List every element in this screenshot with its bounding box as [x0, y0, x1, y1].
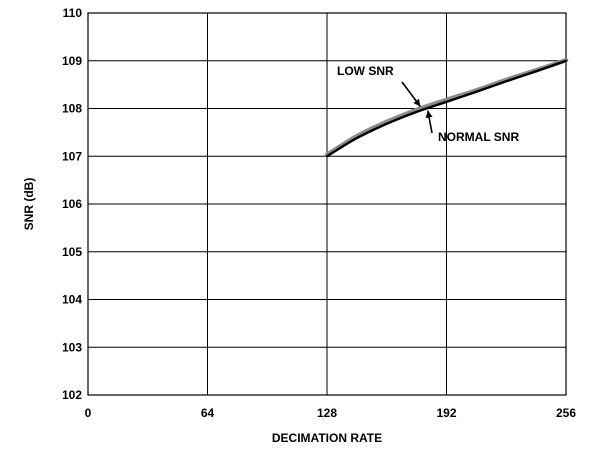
x-tick-labels: 0 64 128 192 256: [85, 406, 577, 420]
y-tick-label: 103: [62, 340, 82, 354]
x-tick-label: 64: [201, 406, 215, 420]
series-layer: [324, 58, 569, 158]
normal-snr-arrowhead: [425, 110, 433, 119]
x-tick-label: 128: [317, 406, 337, 420]
y-tick-label: 110: [63, 6, 83, 20]
grid-lines: [87, 12, 567, 396]
x-tick-label: 256: [556, 406, 576, 420]
y-tick-label: 108: [62, 102, 82, 116]
y-tick-label: 104: [62, 293, 82, 307]
annotations: LOW SNR NORMAL SNR: [337, 64, 519, 144]
y-tick-label: 109: [62, 54, 82, 68]
y-tick-label: 106: [62, 197, 82, 211]
normal-snr-label: NORMAL SNR: [438, 130, 519, 144]
y-axis-label: SNR (dB): [22, 178, 36, 231]
y-tick-label: 107: [62, 149, 82, 163]
y-tick-label: 102: [62, 388, 82, 402]
low-snr-label: LOW SNR: [337, 64, 394, 78]
plot-frame: [87, 12, 567, 396]
y-tick-label: 105: [62, 245, 82, 259]
series-line-normal-snr: [325, 59, 568, 158]
x-axis-label: DECIMATION RATE: [272, 431, 382, 445]
x-tick-label: 192: [436, 406, 456, 420]
low-snr-arrowhead: [413, 98, 421, 107]
y-tick-labels: 102 103 104 105 106 107 108 109 110: [62, 6, 82, 402]
x-tick-label: 0: [85, 406, 92, 420]
